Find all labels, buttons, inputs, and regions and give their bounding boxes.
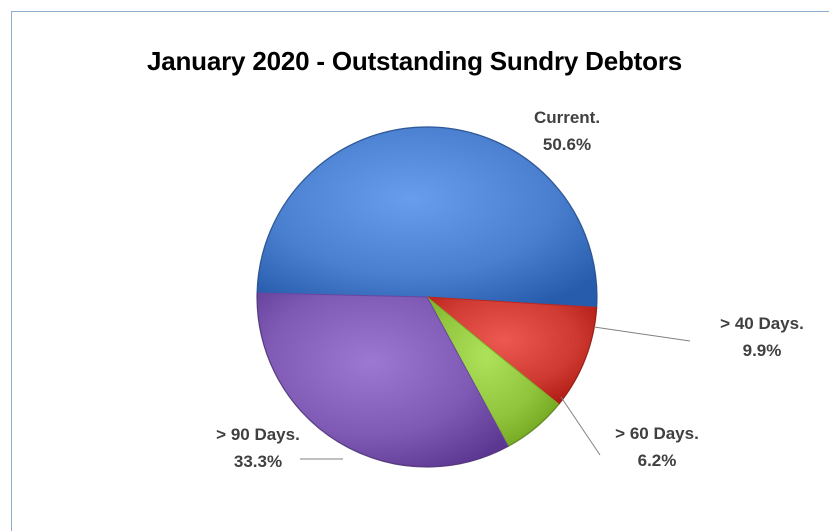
- leader-line-gt-60-days: [560, 396, 601, 456]
- pie-slice-gt-90-days: [256, 292, 509, 468]
- leader-lines: [300, 326, 691, 460]
- slice-value-current: 50.6%: [543, 135, 591, 154]
- slice-label-gt-90-days: > 90 Days.: [216, 425, 300, 444]
- slice-labels: Current. 50.6% > 40 Days. 9.9% > 60 Days. 6.2…: [216, 108, 804, 471]
- slice-label-gt-60-days: > 60 Days.: [615, 424, 699, 443]
- pie-slice-current: [256, 126, 598, 308]
- pie-slice-gt-40-days: [425, 296, 598, 406]
- pie-rim: [256, 126, 598, 468]
- pie-slices: [256, 126, 598, 468]
- slice-value-gt-40-days: 9.9%: [743, 341, 782, 360]
- leader-line-gt-40-days: [593, 326, 691, 342]
- slice-value-gt-60-days: 6.2%: [638, 451, 677, 470]
- slice-label-current: Current.: [534, 108, 600, 127]
- slice-label-gt-40-days: > 40 Days.: [720, 314, 804, 333]
- pie-chart: Current. 50.6% > 40 Days. 9.9% > 60 Days. 6.2…: [216, 108, 804, 471]
- chart-title: January 2020 - Outstanding Sundry Debtor…: [146, 46, 683, 76]
- slice-value-gt-90-days: 33.3%: [234, 452, 282, 471]
